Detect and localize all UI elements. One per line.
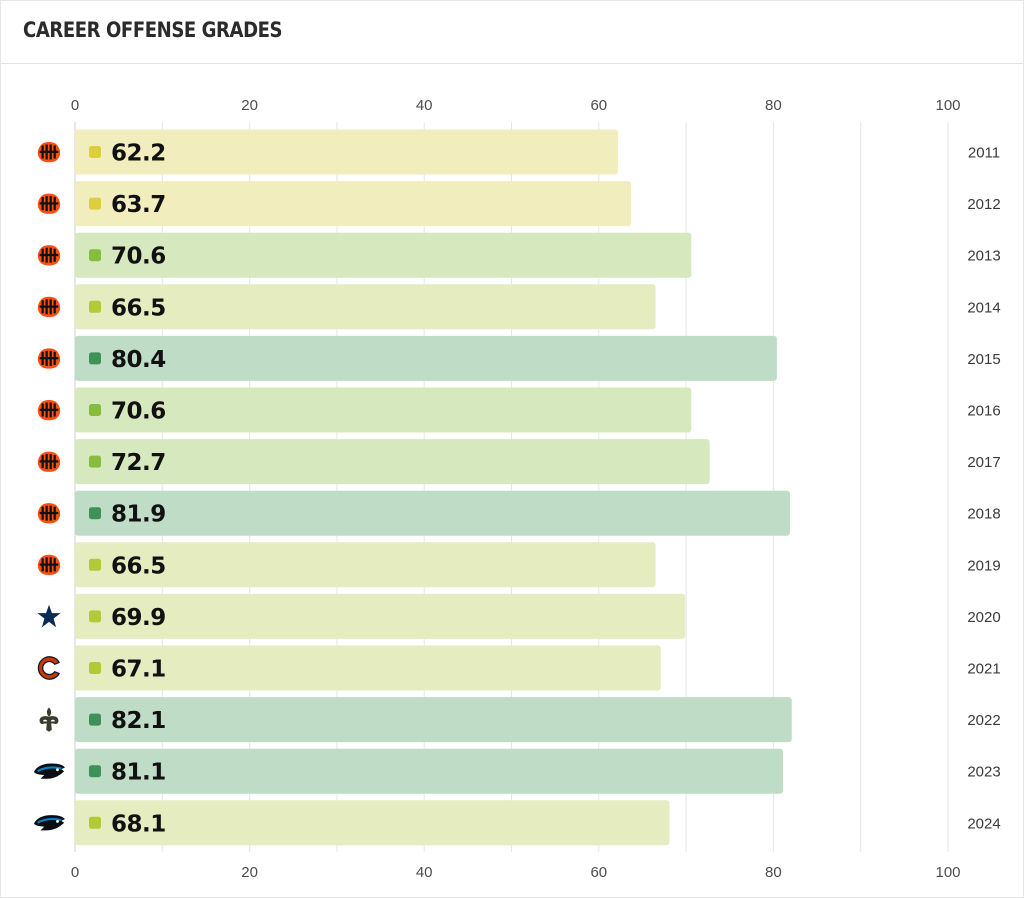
bengals-logo-icon xyxy=(37,141,61,163)
bears-logo-icon xyxy=(37,656,60,680)
x-tick-label-bottom: 100 xyxy=(935,864,960,881)
bar xyxy=(75,284,656,330)
bar-value-label: 72.7 xyxy=(111,450,166,476)
year-label: 2023 xyxy=(967,764,1000,781)
bengals-logo-icon xyxy=(37,399,61,421)
year-label: 2012 xyxy=(967,196,1000,213)
x-tick-label-top: 100 xyxy=(935,97,960,114)
x-tick-label-top: 20 xyxy=(241,97,258,114)
bar xyxy=(75,593,686,639)
bar-row-2018: 81.9 2018 xyxy=(37,490,1001,536)
bar-value-label: 81.9 xyxy=(111,502,166,528)
bar-row-2017: 72.7 2017 xyxy=(37,439,1001,485)
x-tick-label-top: 60 xyxy=(590,97,607,114)
year-label: 2022 xyxy=(967,712,1000,729)
bar-row-2014: 66.5 2014 xyxy=(37,284,1001,330)
bar-value-label: 70.6 xyxy=(111,244,166,270)
year-label: 2019 xyxy=(967,557,1000,574)
x-tick-label-bottom: 80 xyxy=(765,864,782,881)
x-tick-label-bottom: 0 xyxy=(71,864,79,881)
bar-row-2013: 70.6 2013 xyxy=(37,232,1001,278)
x-tick-label-top: 80 xyxy=(765,97,782,114)
bar-value-label: 62.2 xyxy=(111,141,166,167)
year-label: 2021 xyxy=(967,661,1000,678)
bar-row-2015: 80.4 2015 xyxy=(37,335,1001,381)
bar-row-2022: 82.1 2022 xyxy=(39,697,1001,743)
x-tick-label-bottom: 40 xyxy=(416,864,433,881)
bar xyxy=(75,181,632,227)
x-tick-label-bottom: 20 xyxy=(241,864,258,881)
year-label: 2013 xyxy=(967,248,1000,265)
bar-value-label: 67.1 xyxy=(111,657,166,683)
bar xyxy=(75,335,777,381)
bar xyxy=(75,800,670,846)
bar xyxy=(75,439,710,485)
year-label: 2015 xyxy=(967,351,1000,368)
grade-dot xyxy=(89,713,101,726)
x-tick-label-top: 40 xyxy=(416,97,433,114)
bar-row-2023: 81.1 2023 xyxy=(32,748,1001,794)
year-label: 2020 xyxy=(967,609,1000,626)
bar-row-2019: 66.5 2019 xyxy=(37,542,1001,588)
bar-value-label: 63.7 xyxy=(111,192,166,218)
bengals-logo-icon xyxy=(37,245,61,266)
grade-dot xyxy=(89,300,101,313)
x-tick-label-top: 0 xyxy=(71,97,79,114)
panthers-logo-icon xyxy=(32,762,66,780)
year-label: 2014 xyxy=(967,299,1000,316)
x-tick-label-bottom: 60 xyxy=(590,864,607,881)
bar-value-label: 66.5 xyxy=(111,553,166,579)
bar-row-2011: 62.2 2011 xyxy=(37,129,1000,175)
bar-value-label: 69.9 xyxy=(111,605,166,631)
card-header: CAREER OFFENSE GRADES xyxy=(1,1,1023,64)
bar-value-label: 81.1 xyxy=(111,760,166,786)
bengals-logo-icon xyxy=(37,296,61,318)
bengals-logo-icon xyxy=(37,348,61,369)
bar-row-2012: 63.7 2012 xyxy=(37,181,1001,227)
bar-value-label: 82.1 xyxy=(111,708,166,734)
grade-dot xyxy=(89,146,101,158)
year-label: 2018 xyxy=(967,506,1000,523)
bar-row-2016: 70.6 2016 xyxy=(37,387,1001,433)
chart-title: CAREER OFFENSE GRADES xyxy=(23,18,283,42)
bar-value-label: 66.5 xyxy=(111,295,166,321)
bar-row-2024: 68.1 2024 xyxy=(32,800,1001,846)
bengals-logo-icon xyxy=(37,193,61,214)
bar xyxy=(75,490,790,536)
grade-dot xyxy=(89,352,101,365)
bar xyxy=(75,542,656,588)
bar-row-2021: 67.1 2021 xyxy=(37,645,1001,691)
bengals-logo-icon xyxy=(37,451,61,472)
bar xyxy=(75,129,619,175)
grade-dot xyxy=(89,507,101,520)
saints-logo-icon xyxy=(39,707,59,732)
year-label: 2017 xyxy=(967,454,1000,471)
grade-dot xyxy=(89,249,101,262)
bengals-logo-icon xyxy=(37,503,61,524)
bar-value-label: 70.6 xyxy=(111,399,166,425)
bar-value-label: 80.4 xyxy=(111,347,166,373)
grade-dot xyxy=(89,197,101,210)
grade-dot xyxy=(89,662,101,674)
bar xyxy=(75,387,692,433)
bengals-logo-icon xyxy=(37,554,61,576)
year-label: 2024 xyxy=(967,815,1000,832)
bar-row-2020: 69.9 2020 xyxy=(35,593,1001,639)
grade-dot xyxy=(89,610,101,623)
grade-dot xyxy=(89,816,101,829)
bar-value-label: 68.1 xyxy=(111,811,166,837)
grade-dot xyxy=(89,765,101,778)
grade-dot xyxy=(89,404,101,416)
year-label: 2011 xyxy=(968,145,1000,162)
bar xyxy=(75,748,784,794)
grade-dot xyxy=(89,455,101,468)
bar xyxy=(75,697,792,743)
bar xyxy=(75,232,692,278)
panthers-logo-icon xyxy=(32,813,66,832)
grade-dot xyxy=(89,558,101,571)
cowboys-logo-icon xyxy=(35,602,63,630)
bar xyxy=(75,645,661,691)
year-label: 2016 xyxy=(967,403,1000,420)
